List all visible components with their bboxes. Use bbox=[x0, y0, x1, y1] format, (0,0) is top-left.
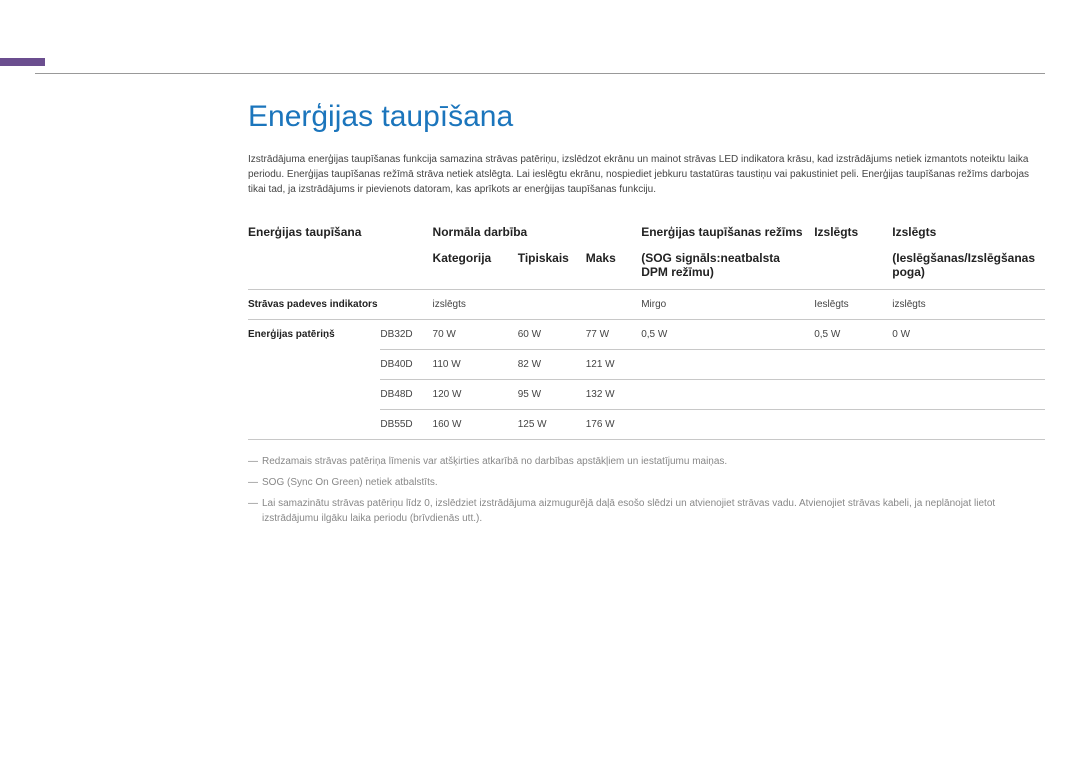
page-content: Enerģijas taupīšana Izstrādājuma enerģij… bbox=[248, 100, 1045, 532]
cell: 0,5 W bbox=[641, 320, 814, 350]
cell: DB40D bbox=[380, 350, 432, 380]
cell: 120 W bbox=[433, 380, 518, 410]
th-saving-mode: Enerģijas taupīšanas režīms bbox=[641, 219, 814, 245]
cell: 132 W bbox=[586, 380, 641, 410]
cell: 121 W bbox=[586, 350, 641, 380]
row-indicator-label: Strāvas padeves indikators bbox=[248, 290, 433, 320]
cell: DB55D bbox=[380, 410, 432, 440]
cell: izslēgts bbox=[433, 290, 642, 320]
th-typical: Tipiskais bbox=[518, 245, 586, 290]
cell bbox=[641, 350, 814, 380]
cell bbox=[641, 380, 814, 410]
cell bbox=[814, 410, 892, 440]
cell bbox=[814, 380, 892, 410]
table-row: Strāvas padeves indikators izslēgts Mirg… bbox=[248, 290, 1045, 320]
intro-paragraph: Izstrādājuma enerģijas taupīšanas funkci… bbox=[248, 152, 1045, 197]
top-horizontal-rule bbox=[35, 73, 1045, 74]
cell: DB48D bbox=[380, 380, 432, 410]
note-line: SOG (Sync On Green) netiek atbalstīts. bbox=[248, 475, 1045, 490]
table-row: Enerģijas patēriņš DB32D 70 W 60 W 77 W … bbox=[248, 320, 1045, 350]
cell: 125 W bbox=[518, 410, 586, 440]
th-off2: Izslēgts bbox=[892, 219, 1045, 245]
cell: 0,5 W bbox=[814, 320, 892, 350]
th-max: Maks bbox=[586, 245, 641, 290]
table-header-row1: Enerģijas taupīšana Normāla darbība Ener… bbox=[248, 219, 1045, 245]
cell: 60 W bbox=[518, 320, 586, 350]
note-line: Lai samazinātu strāvas patēriņu līdz 0, … bbox=[248, 496, 1045, 526]
th-off1: Izslēgts bbox=[814, 219, 892, 245]
cell: Mirgo bbox=[641, 290, 814, 320]
cell: 95 W bbox=[518, 380, 586, 410]
row-power-label: Enerģijas patēriņš bbox=[248, 320, 380, 440]
cell: 110 W bbox=[433, 350, 518, 380]
page-title: Enerģijas taupīšana bbox=[248, 100, 1045, 134]
cell: izslēgts bbox=[892, 290, 1045, 320]
th-power-button: (Ieslēgšanas/Izslēgšanas poga) bbox=[892, 245, 1045, 290]
cell bbox=[892, 350, 1045, 380]
cell: 70 W bbox=[433, 320, 518, 350]
th-energy-saving: Enerģijas taupīšana bbox=[248, 219, 433, 245]
table-header-row2: Kategorija Tipiskais Maks (SOG signāls:n… bbox=[248, 245, 1045, 290]
note-line: Redzamais strāvas patēriņa līmenis var a… bbox=[248, 454, 1045, 469]
th-normal-operation: Normāla darbība bbox=[433, 219, 642, 245]
cell bbox=[892, 380, 1045, 410]
cell: 77 W bbox=[586, 320, 641, 350]
cell: 160 W bbox=[433, 410, 518, 440]
notes-section: Redzamais strāvas patēriņa līmenis var a… bbox=[248, 454, 1045, 526]
energy-table: Enerģijas taupīšana Normāla darbība Ener… bbox=[248, 219, 1045, 440]
cell bbox=[892, 410, 1045, 440]
cell: DB32D bbox=[380, 320, 432, 350]
cell: Ieslēgts bbox=[814, 290, 892, 320]
th-category: Kategorija bbox=[433, 245, 518, 290]
cell: 82 W bbox=[518, 350, 586, 380]
cell: 176 W bbox=[586, 410, 641, 440]
cell: 0 W bbox=[892, 320, 1045, 350]
cell bbox=[641, 410, 814, 440]
th-sog: (SOG signāls:neatbalsta DPM režīmu) bbox=[641, 245, 814, 290]
cell bbox=[814, 350, 892, 380]
accent-bar bbox=[0, 58, 45, 66]
